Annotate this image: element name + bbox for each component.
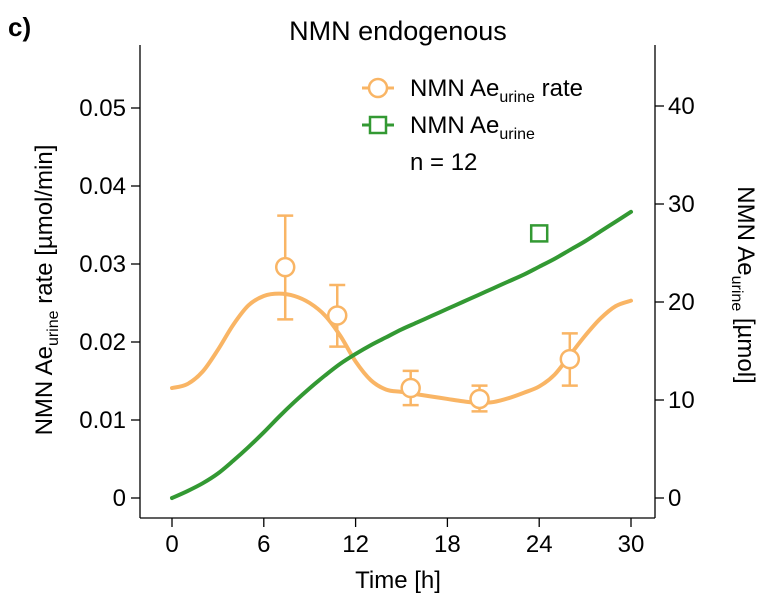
plot-frame [139, 45, 656, 519]
legend-amount-base: NMN Ae [410, 112, 499, 139]
rate-data-point [274, 256, 296, 278]
left-tick-label: 0.02 [79, 329, 126, 356]
right-axis-label: NMN Aeurine [µmol] [728, 186, 759, 383]
right-tick-label: 10 [668, 387, 695, 414]
left-tick-label: 0 [113, 485, 126, 512]
left-axis-label-rest: rate [µmol/min] [31, 145, 58, 311]
x-tick-label: 0 [165, 531, 178, 558]
legend-rate-label: NMN Aeurine rate [410, 75, 583, 106]
legend-rate-sub: urine [499, 89, 535, 106]
legend-amount-sub: urine [499, 126, 535, 143]
left-axis-ticks: 0 0.01 0.02 0.03 0.04 0.05 [79, 95, 140, 512]
left-tick-label: 0.01 [79, 407, 126, 434]
left-tick-label: 0.03 [79, 251, 126, 278]
amount-data-point [529, 224, 549, 243]
legend-rate-rest: rate [535, 75, 583, 102]
legend-amount-label: NMN Aeurine [410, 112, 535, 143]
rate-data-point [326, 305, 348, 326]
right-tick-label: 30 [668, 191, 695, 218]
x-axis-label: Time [h] [355, 567, 441, 594]
left-tick-label: 0.04 [79, 173, 126, 200]
series-layer [170, 209, 633, 500]
x-tick-label: 12 [342, 531, 369, 558]
legend-rate-base: NMN Ae [410, 75, 499, 102]
x-axis-ticks: 0 6 12 18 24 30 [165, 518, 644, 558]
x-tick-label: 18 [434, 531, 461, 558]
rate-data-point [400, 377, 421, 399]
left-tick-label: 0.05 [79, 95, 126, 122]
x-tick-label: 30 [618, 531, 645, 558]
rate-data-point [469, 388, 490, 410]
left-axis-label: NMN Aeurine rate [µmol/min] [31, 145, 62, 436]
left-axis-label-sub: urine [45, 310, 62, 346]
right-tick-label: 20 [668, 289, 695, 316]
panel-label: c) [8, 12, 31, 42]
x-tick-label: 6 [257, 531, 270, 558]
rate-data-point [559, 348, 581, 370]
left-axis-label-base: NMN Ae [31, 346, 58, 435]
legend-amount-marker [368, 115, 388, 135]
right-axis-label-rest: [µmol] [732, 311, 759, 384]
x-tick-label: 24 [526, 531, 553, 558]
legend: NMN Aeurine rate NMN Aeurine n = 12 [362, 75, 583, 176]
amount-model-line [170, 209, 633, 500]
right-axis-ticks: 0 10 20 30 40 [655, 93, 695, 512]
chart-title: NMN endogenous [289, 16, 507, 46]
right-tick-label: 0 [668, 485, 681, 512]
right-axis-label-sub: urine [728, 276, 745, 312]
legend-note: n = 12 [410, 149, 477, 176]
right-axis-label-base: NMN Ae [732, 186, 759, 275]
legend-rate-marker [367, 77, 389, 99]
right-tick-label: 40 [668, 93, 695, 120]
